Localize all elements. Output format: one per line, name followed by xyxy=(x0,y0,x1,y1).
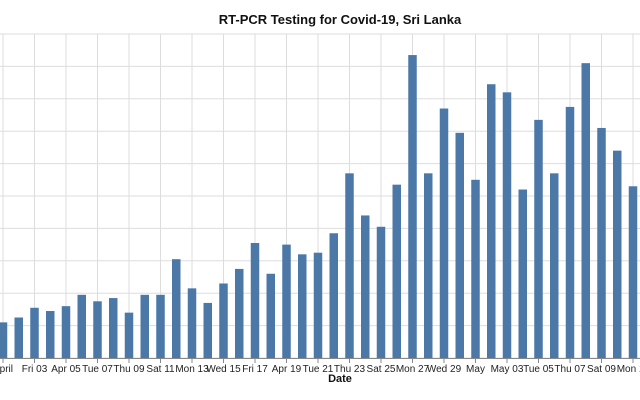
x-tick-label: Apr 19 xyxy=(272,364,302,375)
bar xyxy=(329,233,338,358)
bar xyxy=(455,132,464,358)
bar xyxy=(140,294,149,358)
bar xyxy=(408,55,417,359)
bar xyxy=(0,322,8,358)
bar xyxy=(471,179,480,358)
bar xyxy=(298,254,307,358)
bar xyxy=(613,150,622,358)
x-tick-label: Fri 03 xyxy=(22,364,48,375)
bar xyxy=(597,127,606,359)
x-tick-label: Mon 27 xyxy=(396,364,430,375)
x-tick-label: Thu 09 xyxy=(113,364,145,375)
bar xyxy=(282,244,291,358)
bar xyxy=(376,226,386,358)
bar xyxy=(219,283,228,358)
x-tick-label: Mon 11 xyxy=(617,364,640,375)
bar xyxy=(439,108,449,359)
bar xyxy=(424,173,433,358)
x-tick-label: Wed 15 xyxy=(206,364,241,375)
bar xyxy=(266,273,275,358)
bar xyxy=(46,311,55,358)
x-tick-label: Thu 23 xyxy=(334,364,366,375)
bar xyxy=(172,259,181,358)
chart-title: RT-PCR Testing for Covid-19, Sri Lanka xyxy=(218,12,462,27)
bar xyxy=(77,294,86,358)
x-axis-title: Date xyxy=(328,373,352,385)
bar xyxy=(565,106,575,359)
bar xyxy=(313,252,323,358)
x-tick-label: Sat 09 xyxy=(587,364,616,375)
x-tick-label: Wed 29 xyxy=(427,364,462,375)
bar xyxy=(187,288,197,358)
bar xyxy=(487,84,496,358)
x-tick-label: May 03 xyxy=(491,364,524,375)
x-tick-label: Mon 13 xyxy=(175,364,209,375)
bar xyxy=(61,306,71,358)
bar xyxy=(550,173,559,358)
bar xyxy=(124,312,134,358)
bar xyxy=(502,92,512,358)
bar xyxy=(250,242,260,358)
x-tick-label: Thu 07 xyxy=(554,364,586,375)
x-tick-label: Tue 07 xyxy=(82,364,113,375)
bar xyxy=(534,119,543,358)
bars xyxy=(0,55,638,359)
bar xyxy=(361,215,370,358)
bar xyxy=(30,307,39,358)
x-tick-label: April xyxy=(0,364,13,375)
x-tick-label: Sat 25 xyxy=(367,364,396,375)
bar xyxy=(581,63,590,358)
bar xyxy=(203,302,212,358)
x-tick-label: Tue 05 xyxy=(523,364,554,375)
x-tick-label: Sat 11 xyxy=(146,364,175,375)
x-tick-label: Tue 21 xyxy=(303,364,334,375)
bar xyxy=(156,294,165,358)
bar xyxy=(14,317,23,358)
bar xyxy=(235,268,244,358)
bar xyxy=(628,186,638,358)
bar xyxy=(518,189,527,358)
x-tick-label: Fri 17 xyxy=(242,364,268,375)
bar xyxy=(392,184,401,358)
bar xyxy=(93,301,102,358)
x-tick-label: May xyxy=(466,364,485,375)
bar xyxy=(109,298,118,358)
bar xyxy=(345,173,354,358)
x-tick-label: Apr 05 xyxy=(51,364,81,375)
